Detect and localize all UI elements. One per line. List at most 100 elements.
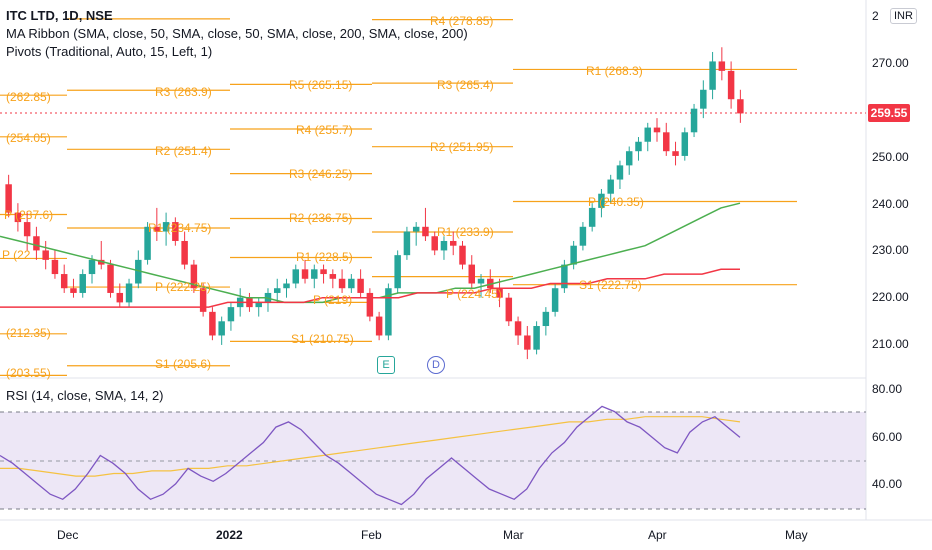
price-axis-label: 210.00 — [872, 337, 909, 351]
candle — [514, 316, 522, 345]
pivot-label: P (219) — [313, 293, 353, 307]
candle — [199, 283, 207, 317]
candle — [5, 174, 12, 218]
candle — [533, 321, 540, 355]
candle — [394, 250, 401, 293]
rsi-axis-label: 60.00 — [872, 430, 903, 444]
candle — [551, 283, 559, 317]
candle — [700, 80, 707, 119]
candle — [274, 278, 281, 303]
candle — [107, 259, 114, 298]
candle — [422, 207, 429, 241]
candle — [598, 189, 605, 218]
pivot-label: R4 (278.85) — [430, 14, 494, 28]
pivot-label: R1 (268.3) — [586, 64, 643, 78]
dividend-event-icon[interactable]: D — [427, 356, 445, 374]
candle — [496, 278, 503, 308]
ma200-line — [0, 268, 740, 308]
candle — [625, 146, 633, 175]
symbol-title[interactable]: ITC LTD, 1D, NSE — [6, 8, 113, 23]
candle — [301, 259, 309, 284]
candle — [505, 292, 513, 327]
candle — [255, 297, 262, 317]
pivot-label: R2 (236.75) — [289, 211, 353, 225]
candle — [616, 160, 624, 189]
candle — [14, 203, 22, 232]
pivot-label: R2 (251.95) — [430, 140, 494, 154]
candle — [459, 240, 466, 270]
pivot-label: R1 (228.5) — [296, 250, 353, 264]
price-axis-top-label: 2 — [872, 9, 879, 23]
candle — [366, 288, 374, 322]
pivot-label: S1 (205.6) — [155, 357, 212, 371]
candle — [153, 207, 161, 241]
candle — [690, 103, 698, 138]
rsi-axis-label: 80.00 — [872, 382, 903, 396]
pivot-lines — [0, 18, 797, 377]
candle — [375, 311, 383, 341]
rsi-axis-label: 40.00 — [872, 477, 903, 491]
rsi-line — [0, 405, 741, 506]
price-axis-label: 250.00 — [872, 150, 909, 164]
candle — [607, 174, 614, 204]
price-axis-label: 220.00 — [872, 290, 909, 304]
pivot-label: R3 (246.25) — [289, 167, 353, 181]
candle — [579, 222, 587, 251]
candle — [644, 122, 651, 152]
pivot-label: (262.85) — [6, 90, 51, 104]
candle — [468, 255, 475, 289]
candle — [348, 274, 355, 293]
candle — [283, 278, 290, 298]
candle — [79, 269, 86, 298]
pivot-label: R5 (265.15) — [289, 78, 353, 92]
candle — [737, 89, 744, 123]
candle — [403, 226, 411, 260]
candle — [264, 288, 272, 312]
candle — [218, 316, 225, 345]
date-axis-label: 2022 — [216, 528, 243, 542]
candle — [524, 326, 531, 360]
date-axis-label: Mar — [503, 528, 524, 542]
currency-badge[interactable]: INR — [890, 8, 917, 24]
candle — [162, 212, 170, 246]
candle — [135, 250, 142, 289]
candle — [570, 240, 577, 270]
candle — [431, 231, 438, 256]
last-price-badge: 259.55 — [868, 104, 910, 122]
pivot-label: R4 (255.7) — [296, 123, 353, 137]
candle — [42, 240, 49, 270]
pivot-label: R3 (265.4) — [437, 78, 494, 92]
date-axis-label: Apr — [648, 528, 667, 542]
price-axis-label: 270.00 — [872, 56, 909, 70]
candle — [588, 203, 596, 232]
candle — [718, 47, 726, 81]
candle — [653, 118, 661, 142]
pivot-label: S1 (210.75) — [291, 332, 354, 346]
date-axis-label: Feb — [361, 528, 382, 542]
pivot-label: (212.35) — [6, 326, 51, 340]
candle — [320, 264, 327, 284]
candle — [672, 141, 679, 166]
pivot-label: R1 (234.75) — [148, 221, 212, 235]
pivot-label: (254.05) — [6, 131, 51, 145]
candle — [357, 269, 364, 298]
candle — [33, 226, 40, 260]
pivot-label: P (224.45) — [446, 287, 502, 301]
pivot-label: P (222.25) — [155, 280, 211, 294]
candle — [23, 212, 31, 251]
earnings-event-icon[interactable]: E — [377, 356, 395, 374]
pivot-label: S1 (222.75) — [579, 278, 642, 292]
ma-ribbon-legend[interactable]: MA Ribbon (SMA, close, 50, SMA, close, 5… — [6, 26, 468, 41]
candle — [70, 278, 77, 298]
candle — [635, 137, 642, 161]
rsi-legend[interactable]: RSI (14, close, SMA, 14, 2) — [6, 388, 164, 403]
rsi-ma-line — [0, 416, 741, 477]
candle — [292, 264, 300, 289]
pivot-label: R3 (263.9) — [155, 85, 212, 99]
candle — [172, 217, 179, 246]
pivots-legend[interactable]: Pivots (Traditional, Auto, 15, Left, 1) — [6, 44, 213, 59]
date-axis-label: May — [785, 528, 808, 542]
candle — [449, 231, 457, 256]
candle — [412, 222, 420, 246]
